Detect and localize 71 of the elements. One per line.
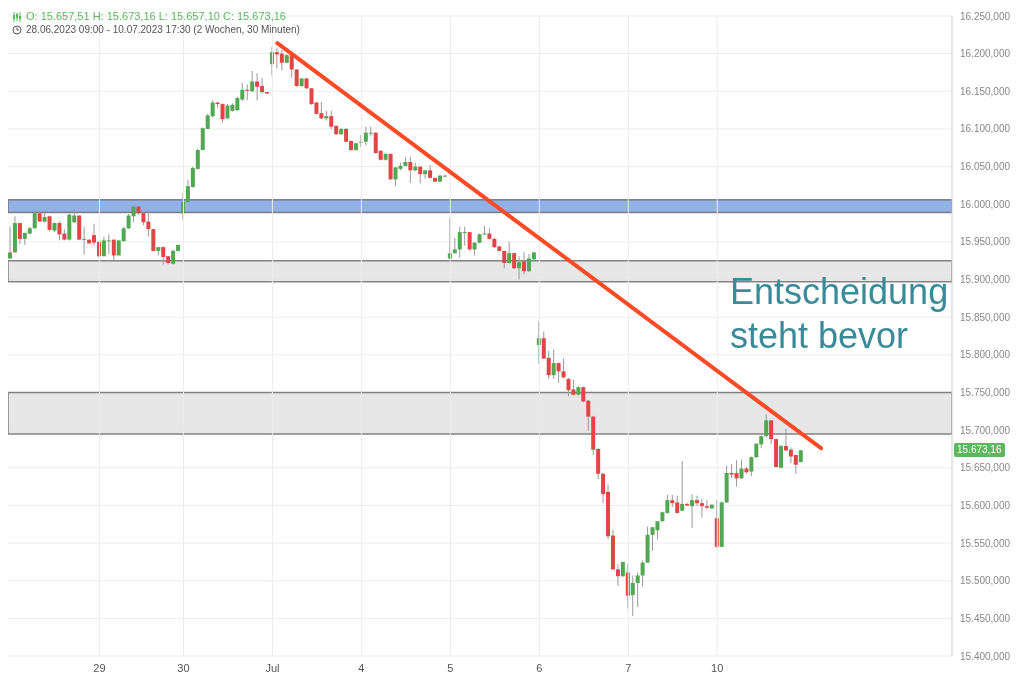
candlestick xyxy=(250,70,255,93)
y-tick-label: 15.400,000 xyxy=(960,650,1011,662)
annotation: Entscheidung steht bevor xyxy=(730,270,950,358)
candlestick xyxy=(561,358,566,379)
candlestick xyxy=(630,574,635,617)
candlestick xyxy=(517,255,522,281)
candlestick xyxy=(393,166,398,187)
candlestick xyxy=(8,226,12,260)
candlestick xyxy=(161,245,166,265)
candlestick xyxy=(695,495,699,507)
candlestick xyxy=(467,231,472,252)
candlestick xyxy=(279,49,284,71)
x-tick-label: 30 xyxy=(177,661,190,674)
candlestick xyxy=(507,241,512,265)
candlestick xyxy=(551,349,556,380)
x-tick-label: 4 xyxy=(358,661,365,674)
candlestick xyxy=(522,251,527,275)
candlestick xyxy=(655,520,660,540)
y-tick-label: 15.700,000 xyxy=(960,424,1011,436)
candlestick xyxy=(635,571,640,608)
candlestick xyxy=(329,110,334,130)
candlestick xyxy=(442,174,447,178)
x-tick-label: 6 xyxy=(536,661,543,674)
text: 15.673,16 xyxy=(954,443,1005,458)
candlestick xyxy=(106,233,111,255)
candlestick xyxy=(82,226,87,256)
y-tick-label: 15.650,000 xyxy=(960,462,1011,474)
candlestick xyxy=(408,156,413,184)
candlestick xyxy=(556,361,561,384)
candlestick xyxy=(255,72,260,101)
x-tick-label: 7 xyxy=(625,661,632,674)
candlestick xyxy=(640,559,645,588)
x-tick-label: 29 xyxy=(93,661,106,674)
y-tick-label: 15.750,000 xyxy=(960,387,1011,399)
x-tick-label: 5 xyxy=(447,661,454,674)
candlestick xyxy=(690,493,695,529)
candlestick xyxy=(146,209,151,238)
candlestick xyxy=(17,222,22,245)
y-tick-label: 16.000,000 xyxy=(960,198,1011,210)
candlestick xyxy=(566,377,571,397)
candlestick xyxy=(220,102,225,124)
candlestick xyxy=(704,499,709,510)
candlestick xyxy=(739,458,744,480)
x-tick-label: 10 xyxy=(711,661,724,674)
candlestick xyxy=(680,460,685,512)
y-tick-label: 15.450,000 xyxy=(960,612,1011,624)
x-tick-label: Jul xyxy=(265,661,280,674)
y-tick-label: 15.600,000 xyxy=(960,499,1011,511)
candlestick xyxy=(151,228,156,253)
y-tick-label: 15.800,000 xyxy=(960,349,1011,361)
candlestick xyxy=(764,413,769,439)
chart-title: O: 15.657,51 H: 15.673,16 L: 15.657,10 C: 15.673,16 xyxy=(26,10,286,23)
candlestick xyxy=(615,563,620,587)
y-tick-label: 16.200,000 xyxy=(960,48,1011,60)
candlestick xyxy=(734,459,739,488)
candlestick xyxy=(749,455,754,477)
candlestick xyxy=(462,226,467,247)
y-tick-label: 15.500,000 xyxy=(960,575,1011,587)
y-tick-label: 16.150,000 xyxy=(960,85,1011,97)
y-tick-label: 15.850,000 xyxy=(960,311,1011,323)
y-tick-label: 15.900,000 xyxy=(960,274,1011,286)
y-tick-label: 16.050,000 xyxy=(960,161,1011,173)
text: 28.06.2023 09:00 - 10.07.2023 17:30 (2 Wochen, 30 Minuten) xyxy=(26,23,300,36)
candlestick xyxy=(699,498,704,518)
y-tick-label: 16.250,000 xyxy=(960,10,1011,22)
candlestick xyxy=(57,221,62,241)
candlestick xyxy=(769,419,774,445)
candlestick xyxy=(779,444,784,470)
y-tick-label: 16.100,000 xyxy=(960,123,1011,135)
y-tick-label: 15.550,000 xyxy=(960,537,1011,549)
y-tick-label: 15.950,000 xyxy=(960,236,1011,248)
